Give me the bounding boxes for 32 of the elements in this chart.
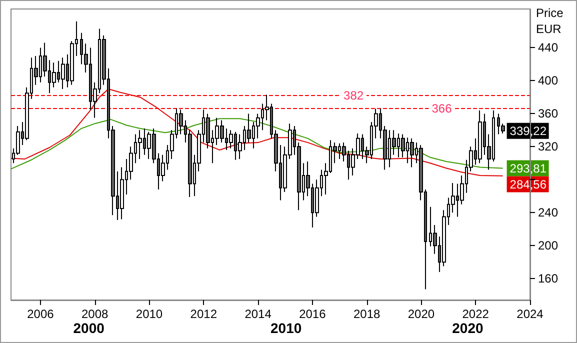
- data-label: 293,81: [510, 161, 547, 176]
- x-tick-label: 2020: [408, 307, 435, 321]
- x-tick-label: 2008: [82, 307, 109, 321]
- y-axis-title: Price EUR: [536, 6, 567, 36]
- x-tick-label: 2018: [353, 307, 380, 321]
- data-label: 284,56: [510, 177, 547, 192]
- x-tick-label: 2014: [244, 307, 272, 321]
- text: 2010: [270, 320, 302, 336]
- x-tick-label: 2016: [299, 307, 326, 321]
- x-tick-label: 2010: [136, 307, 163, 321]
- line-series: [10, 88, 504, 176]
- y-tick-label: 360: [538, 106, 558, 121]
- x-tick-label: 2012: [190, 307, 218, 321]
- candlestick: [478, 110, 482, 164]
- line-series: [10, 118, 504, 170]
- text: 339,22: [510, 124, 547, 138]
- y-tick-label: 320: [538, 140, 558, 154]
- y-tick-label: 240: [538, 206, 558, 220]
- y-tick-label: 400: [538, 74, 558, 88]
- text: 2000: [73, 320, 105, 336]
- text: 2020: [452, 320, 484, 336]
- x-tick-label: 2024: [516, 307, 544, 321]
- ref-line-label: 382: [344, 88, 364, 103]
- y-tick-label: 440: [538, 40, 558, 55]
- ref-line-label: 366: [432, 102, 452, 116]
- candlestick: [410, 138, 414, 168]
- x-tick-label: 2022: [462, 307, 490, 321]
- candlestick: [61, 57, 65, 90]
- y-tick-label: 200: [538, 238, 558, 253]
- candlestick: [138, 130, 142, 160]
- x-tick-label: 2006: [27, 307, 54, 321]
- y-tick-label: 160: [538, 272, 558, 286]
